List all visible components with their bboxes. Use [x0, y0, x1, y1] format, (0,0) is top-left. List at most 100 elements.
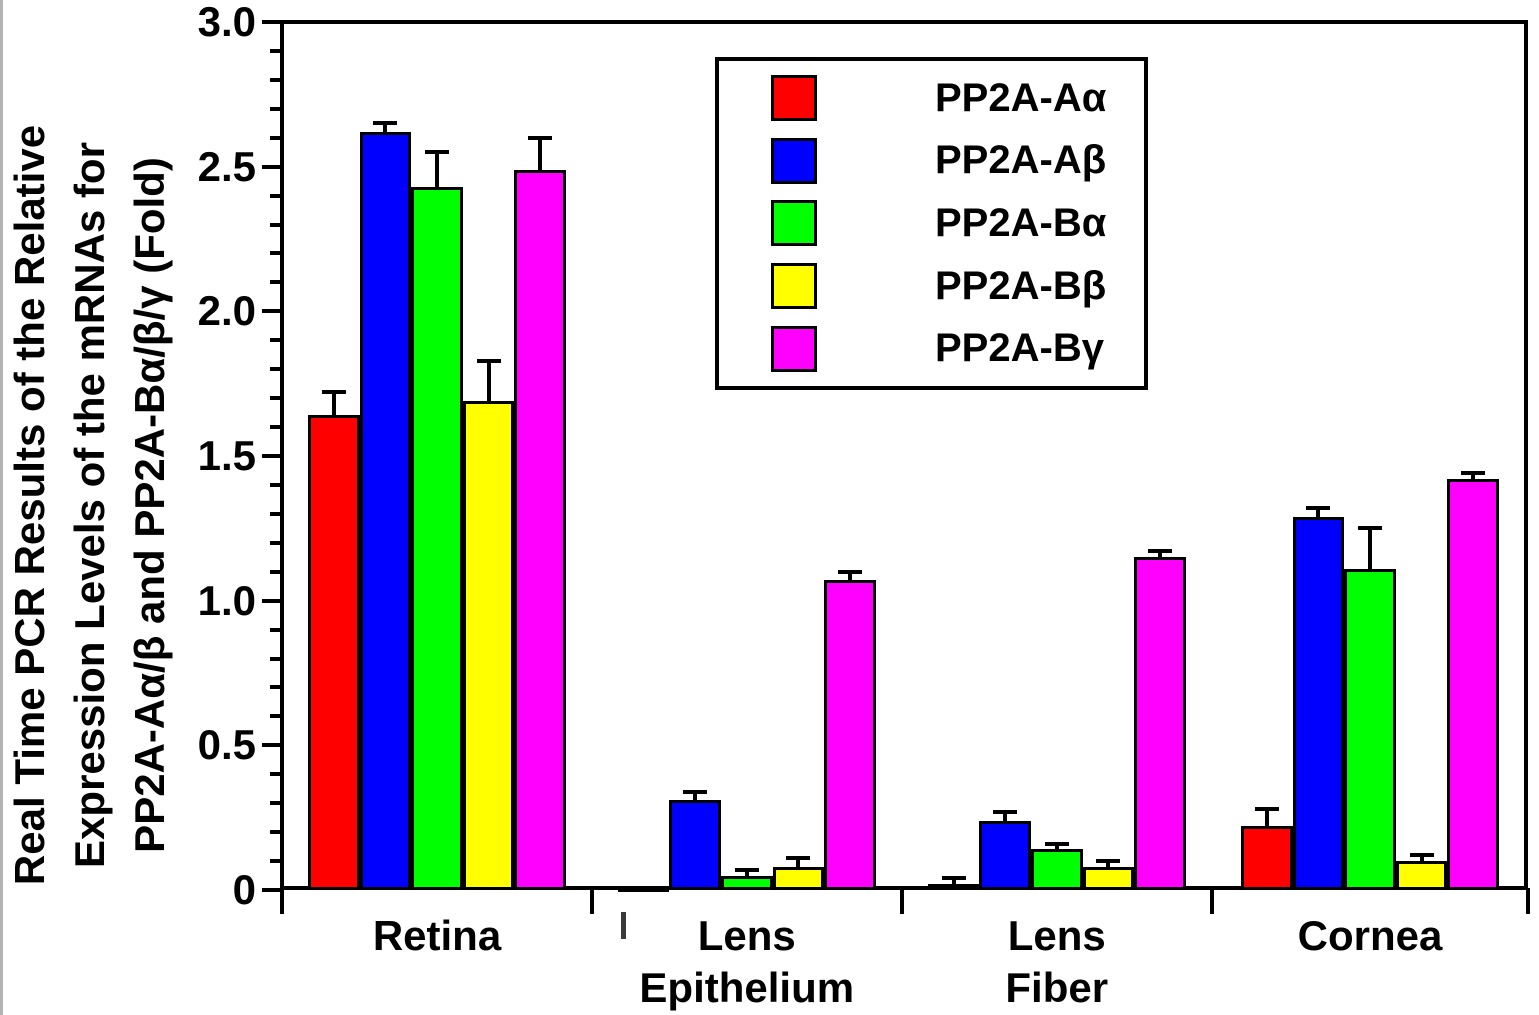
x-category-label-line: Retina — [372, 912, 502, 959]
error-bar-stem — [1157, 551, 1162, 558]
legend-label-2: PP2A-Bα — [935, 200, 1107, 245]
y-minor-tick — [270, 222, 282, 227]
error-bar-cap — [1254, 806, 1279, 811]
error-bar-stem — [486, 360, 491, 402]
y-tick-label: 0 — [232, 866, 256, 913]
y-minor-tick — [270, 280, 282, 285]
y-tick-label: 2.5 — [197, 142, 256, 190]
y-minor-tick — [270, 859, 282, 864]
error-bar-stem — [796, 858, 801, 867]
y-minor-tick — [270, 367, 282, 372]
error-bar-stem — [847, 571, 852, 581]
y-minor-tick — [270, 511, 282, 516]
x-category-label-line: Lens — [697, 912, 796, 959]
y-minor-tick — [270, 338, 282, 343]
x-category-label-line: Cornea — [1297, 912, 1443, 959]
error-bar-stem — [1106, 861, 1111, 867]
y-minor-tick — [270, 48, 282, 53]
legend-row-2: PP2A-Bα — [719, 200, 1144, 247]
y-tick-label: 3.0 — [197, 0, 256, 45]
y-major-tick — [262, 20, 282, 24]
legend-swatch-0 — [771, 75, 817, 122]
x-category-label-retina: Retina — [267, 910, 607, 962]
error-bar-cap — [1306, 506, 1331, 511]
bar-cornea-series-2 — [1344, 568, 1396, 890]
x-category-label-lens-epithelium: Lens Epithelium — [577, 910, 917, 1014]
y-axis-title-line-2: Expression Levels of the mRNAs for — [66, 142, 113, 868]
x-boundary-tick — [280, 888, 284, 914]
bar-retina-series-4 — [514, 169, 566, 890]
legend-row-4: PP2A-Bγ — [719, 325, 1144, 372]
error-bar-stem — [1003, 811, 1008, 821]
error-bar-cap — [1461, 471, 1486, 476]
x-category-label-line: Lens — [1007, 912, 1106, 959]
y-minor-tick — [270, 193, 282, 198]
error-bar-cap — [1147, 549, 1172, 554]
y-major-tick — [262, 598, 282, 603]
error-bar-cap — [1044, 841, 1069, 846]
bar-lens-fiber-series-1 — [979, 820, 1031, 890]
error-bar-stem — [1316, 508, 1321, 517]
y-minor-tick — [270, 685, 282, 690]
legend-label-1: PP2A-Aβ — [935, 138, 1107, 183]
x-category-label-cornea: Cornea — [1200, 910, 1539, 962]
error-bar-stem — [383, 123, 388, 132]
x-boundary-tick — [1526, 888, 1530, 914]
error-bar-cap — [734, 867, 759, 872]
left-edge-strip — [0, 0, 3, 1015]
error-bar-stem — [1471, 473, 1476, 480]
legend-label-0: PP2A-Aα — [935, 75, 1107, 120]
x-category-label-line: Fiber — [1005, 964, 1109, 1011]
y-minor-tick — [270, 627, 282, 632]
error-bar-cap — [786, 856, 811, 861]
error-bar-stem — [744, 869, 749, 876]
x-category-label-line: Epithelium — [639, 964, 855, 1011]
x-boundary-tick — [899, 888, 904, 914]
y-minor-tick — [270, 830, 282, 835]
error-bar-stem — [331, 392, 336, 416]
legend-swatch-4 — [771, 325, 817, 372]
y-major-tick — [262, 743, 282, 748]
legend-label-4: PP2A-Bγ — [935, 326, 1104, 371]
y-minor-tick — [270, 135, 282, 140]
bar-cornea-series-1 — [1292, 516, 1345, 890]
y-tick-label: 1.0 — [197, 576, 256, 624]
legend-row-0: PP2A-Aα — [719, 75, 1144, 122]
legend-swatch-2 — [771, 200, 817, 247]
error-bar-stem — [693, 791, 698, 801]
x-boundary-tick — [590, 888, 594, 914]
error-bar-stem — [1054, 843, 1059, 850]
legend-swatch-1 — [771, 137, 817, 184]
y-minor-tick — [270, 106, 282, 111]
y-minor-tick — [270, 540, 282, 545]
bar-lens-epithelium-series-3 — [772, 866, 825, 890]
x-category-label-lens-fiber: Lens Fiber — [887, 910, 1227, 1014]
y-tick-label: 1.5 — [197, 432, 256, 479]
bar-retina-series-1 — [359, 131, 412, 890]
legend: PP2A-Aα PP2A-Aβ PP2A-Bα PP2A-Bβ PP2A-Bγ — [715, 57, 1148, 390]
y-axis-title-line-1: Real Time PCR Results of the Relative — [6, 124, 53, 886]
error-bar-stem — [538, 137, 543, 170]
bar-cornea-series-3 — [1395, 861, 1448, 890]
y-minor-tick — [270, 772, 282, 777]
legend-swatch-3 — [771, 263, 817, 310]
bar-lens-epithelium-series-4 — [824, 580, 876, 890]
y-minor-tick — [270, 425, 282, 430]
bar-lens-fiber-series-0 — [927, 884, 980, 891]
bar-retina-series-3 — [462, 401, 515, 890]
x-boundary-tick — [1210, 888, 1214, 914]
y-minor-tick — [270, 77, 282, 82]
error-bar-cap — [373, 121, 398, 126]
y-minor-tick — [270, 396, 282, 401]
error-bar-cap — [321, 390, 346, 395]
error-bar-stem — [1419, 855, 1424, 862]
bar-retina-series-0 — [308, 415, 360, 890]
y-major-tick — [262, 309, 282, 314]
error-bar-cap — [993, 809, 1018, 814]
bar-cornea-series-0 — [1241, 826, 1293, 890]
bar-cornea-series-4 — [1447, 479, 1499, 890]
y-minor-tick — [270, 251, 282, 256]
bar-lens-fiber-series-3 — [1082, 866, 1135, 890]
bar-lens-epithelium-series-2 — [720, 875, 773, 890]
